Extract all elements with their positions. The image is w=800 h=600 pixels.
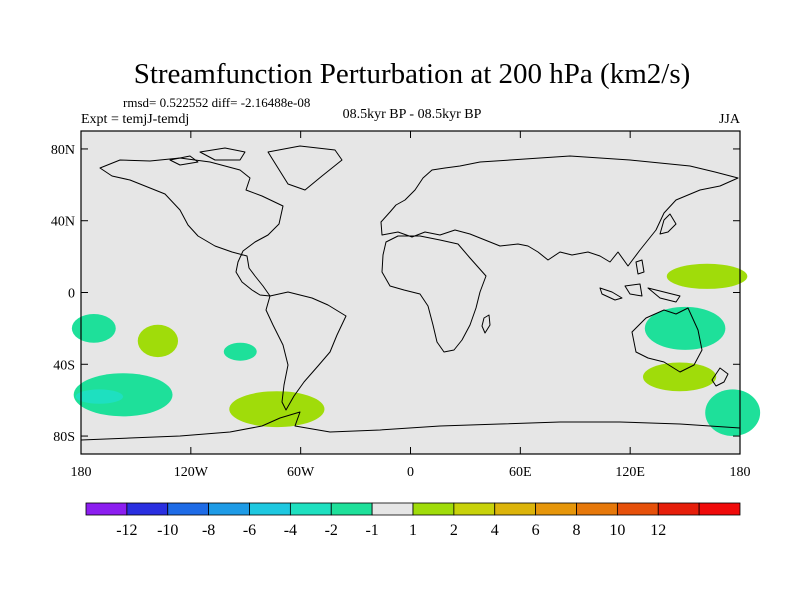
anomaly-region-4 [705,389,761,437]
coastline-japan [659,213,677,235]
y-tick-label: 40N [51,215,75,230]
colorbar-swatch [167,502,210,516]
x-tick-label: 0 [407,465,414,480]
anomaly-region-6 [137,324,179,358]
y-tick-label: 80S [53,430,75,445]
colorbar-swatch [698,502,741,516]
colorbar-label: -4 [284,522,297,539]
colorbar-swatch [494,502,537,516]
colorbar-swatch [289,502,332,516]
colorbar-swatch [371,502,414,516]
anomaly-regions [71,263,761,437]
coastline-antarctica [80,411,741,441]
colorbar-label: 2 [450,522,458,539]
axes: 180 120W 60W 0 60E 120E 180 80N 40N 0 40S 80S [51,131,751,480]
colorbar-label: 12 [650,522,666,539]
colorbar-label: -2 [325,522,338,539]
colorbar-swatch [208,502,250,516]
chart-title: Streamfunction Perturbation at 200 hPa (… [134,58,691,90]
coastline-madagascar [481,314,491,334]
colorbar-swatch [85,502,128,516]
colorbar-label: -10 [157,522,178,539]
coastline-arctic-islands [169,147,246,166]
coastline-south-america [265,291,347,411]
anomaly-region-1 [666,263,748,289]
x-tick-label: 60W [287,465,315,480]
anomaly-region-5 [71,314,116,343]
y-axis: 80N 40N 0 40S 80S [51,143,740,445]
colorbar-swatch [453,502,496,516]
experiment-label: Expt = temjJ-temdj [81,112,189,127]
coastline-new-zealand [711,367,729,387]
anomaly-region-9 [75,389,124,404]
colorbar-swatch [249,502,291,516]
stats-line: rmsd= 0.522552 diff= -2.16488e-08 [123,95,310,110]
anomaly-region-3 [642,362,717,392]
map-background [81,131,740,454]
x-tick-label: 120W [174,465,209,480]
colorbar-swatch [126,502,169,516]
colorbar-swatch [657,502,700,516]
colorbar-label: -8 [202,522,215,539]
coastlines [80,145,741,441]
coastline-north-america [99,157,284,297]
colorbar-label: 8 [573,522,581,539]
y-tick-label: 40S [53,358,75,373]
colorbar-label: 6 [532,522,540,539]
colorbar-label: 10 [609,522,625,539]
x-axis: 180 120W 60W 0 60E 120E 180 [71,131,751,480]
anomaly-region-2 [644,306,726,350]
anomaly-region-7 [223,342,257,361]
colorbar-label: -1 [365,522,378,539]
coastline-maritime-continent [599,259,681,303]
x-tick-label: 60E [509,465,532,480]
colorbar-label: 4 [491,522,499,539]
anomaly-region-8 [73,373,173,417]
coastline-eurasia [380,155,739,267]
x-tick-label: 180 [730,465,751,480]
colorbar: -12 -10 -8 -6 -4 -2 -1 1 2 4 6 8 10 12 [85,502,741,539]
y-tick-label: 0 [68,287,75,302]
colorbar-swatch [330,502,373,516]
y-tick-label: 80N [51,143,75,158]
x-tick-label: 120E [615,465,645,480]
colorbar-label: -12 [116,522,137,539]
map-panel [71,130,761,455]
coastline-australia [631,307,703,373]
colorbar-swatch [412,502,455,516]
coastline-africa [381,235,487,353]
period-label: 08.5kyr BP - 08.5kyr BP [343,107,482,122]
season-label: JJA [719,112,741,127]
colorbar-label: -6 [243,522,256,539]
colorbar-swatch [535,502,577,516]
coastline-greenland [267,145,343,191]
colorbar-swatch [616,502,659,516]
anomaly-region-10 [229,391,325,428]
colorbar-swatch [576,502,618,516]
colorbar-label: 1 [409,522,417,539]
x-tick-label: 180 [71,465,92,480]
